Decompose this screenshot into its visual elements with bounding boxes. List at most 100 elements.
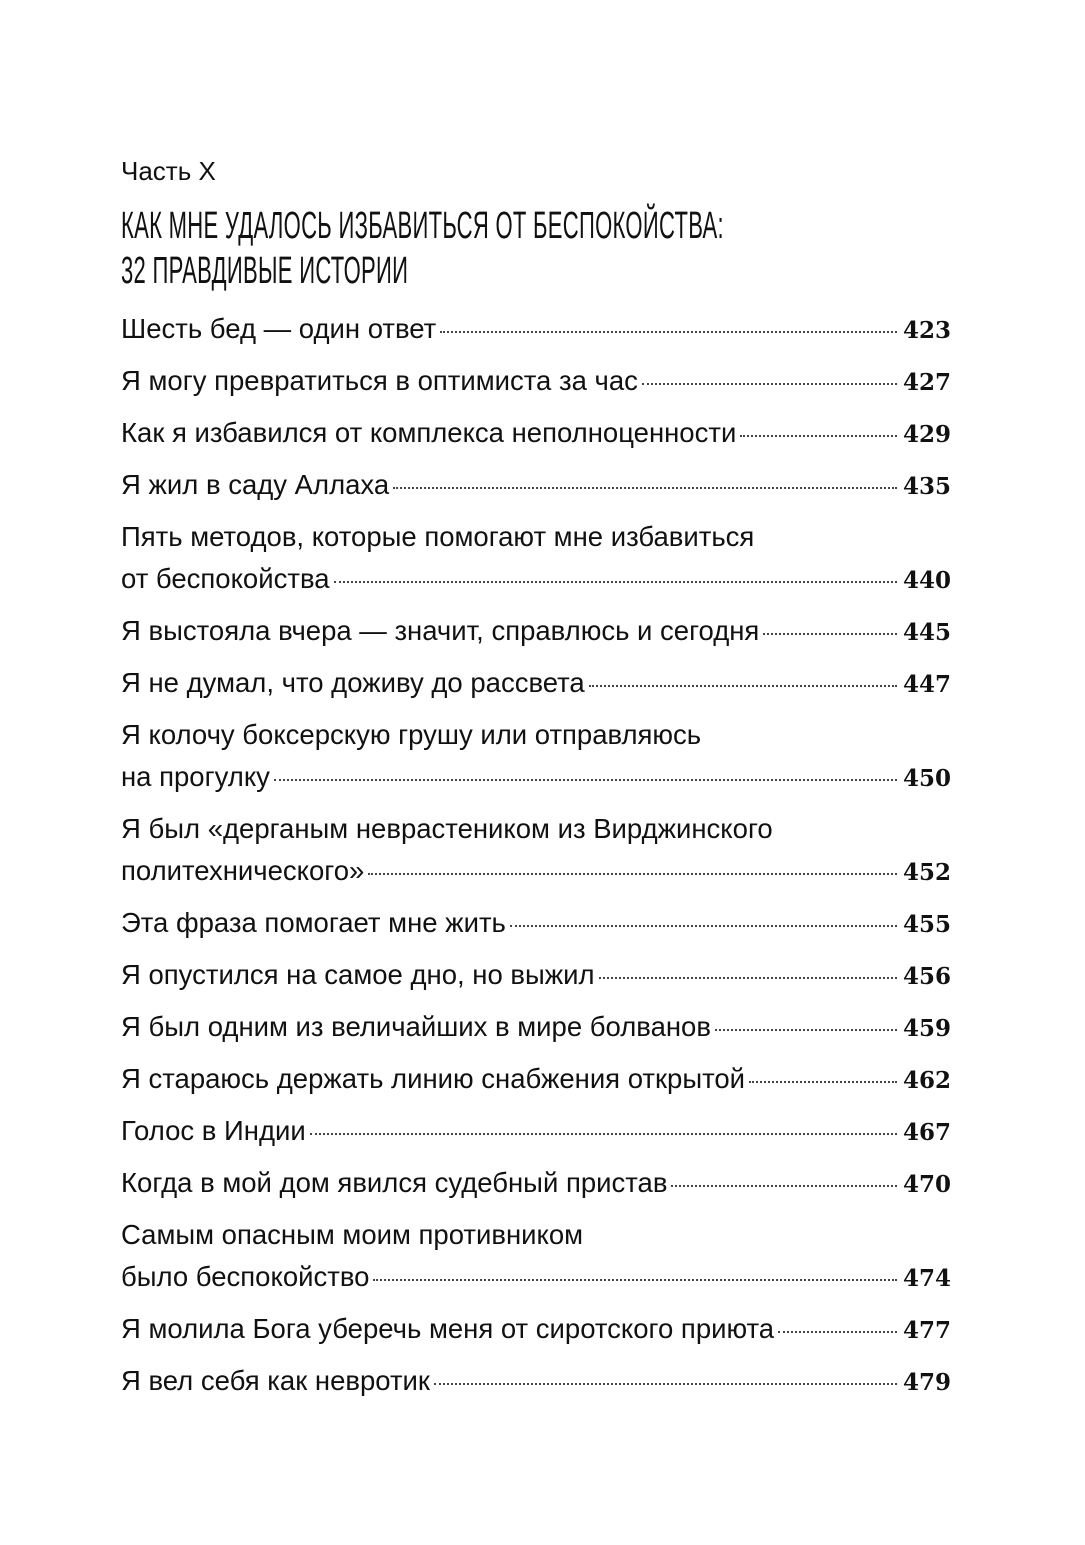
page-number: 462 [902, 1067, 951, 1094]
toc-entry-title: Я молила Бога уберечь меня от сиротского… [121, 1313, 775, 1344]
toc-entry[interactable]: Я вел себя как невротик 479 [121, 1360, 951, 1404]
toc-entry-title: Я был «дерганым неврастеником из Вирджин… [121, 813, 773, 844]
toc-entry-line: Я был одним из величайших в мире болвано… [121, 1006, 951, 1050]
toc-entry-line: Я жил в саду Аллаха 435 [121, 464, 951, 508]
dot-leader [641, 383, 897, 385]
toc-entry[interactable]: Я был одним из величайших в мире болвано… [121, 1006, 951, 1050]
toc-entry-title: Я могу превратиться в оптимиста за час [121, 365, 638, 396]
page-number: 479 [902, 1369, 951, 1396]
toc-entry-line: на прогулку 450 [121, 756, 951, 800]
page-number: 467 [902, 1119, 951, 1146]
toc-entry-line: Пять методов, которые помогают мне избав… [121, 516, 951, 558]
dot-leader [440, 331, 897, 333]
toc-entry-title: Я выстояла вчера — значит, справлюсь и с… [121, 615, 760, 646]
page-number: 445 [902, 619, 951, 646]
toc-entry[interactable]: Когда в мой дом явился судебный пристав 4… [121, 1162, 951, 1206]
toc-entry[interactable]: Шесть бед — один ответ 423 [121, 308, 951, 352]
toc-entry-title: Я стараюсь держать линию снабжения откры… [121, 1063, 746, 1094]
page-number: 429 [902, 421, 951, 448]
page-number: 427 [902, 369, 951, 396]
part-label: Часть X [121, 156, 216, 186]
table-of-contents: Шесть бед — один ответ 423 Я могу преврати… [121, 308, 951, 1412]
toc-entry[interactable]: Я не думал, что доживу до рассвета 447 [121, 662, 951, 706]
dot-leader [740, 435, 897, 437]
toc-entry-title: Когда в мой дом явился судебный пристав [121, 1167, 668, 1198]
dot-leader [598, 977, 897, 979]
toc-entry[interactable]: Я опустился на самое дно, но выжил 456 [121, 954, 951, 998]
toc-entry[interactable]: Пять методов, которые помогают мне избав… [121, 516, 951, 602]
page-number: 470 [902, 1171, 951, 1198]
dot-leader [714, 1029, 897, 1031]
toc-entry-line: Я могу превратиться в оптимиста за час 42… [121, 360, 951, 404]
toc-entry-line: Как я избавился от комплекса неполноценн… [121, 412, 951, 456]
toc-entry-title: Пять методов, которые помогают мне избав… [121, 521, 755, 552]
toc-entry-title: Я был одним из величайших в мире болвано… [121, 1011, 711, 1042]
page-number: 455 [902, 911, 951, 938]
toc-entry-line: Самым опасным моим противником [121, 1214, 951, 1256]
toc-entry-line: Я вел себя как невротик 479 [121, 1360, 951, 1404]
toc-entry-title: Я жил в саду Аллаха [121, 469, 390, 500]
toc-entry[interactable]: Я колочу боксерскую грушу или отправляюс… [121, 714, 951, 800]
toc-entry[interactable]: Я был «дерганым неврастеником из Вирджин… [121, 808, 951, 894]
toc-entry-title: Как я избавился от комплекса неполноценн… [121, 417, 737, 448]
toc-entry[interactable]: Я молила Бога уберечь меня от сиротского… [121, 1308, 951, 1352]
dot-leader [273, 779, 897, 781]
toc-entry-title: политехнического» [121, 855, 365, 886]
dot-leader [373, 1279, 897, 1281]
toc-entry-title: Я опустился на самое дно, но выжил [121, 959, 595, 990]
toc-entry-title: Я вел себя как невротик [121, 1365, 430, 1396]
toc-entry-title: Эта фраза помогает мне жить [121, 907, 506, 938]
heading-line: 32 ПРАВДИВЫЕ ИСТОРИИ [121, 250, 409, 292]
dot-leader [749, 1081, 897, 1083]
toc-entry-title: Шесть бед — один ответ [121, 313, 437, 344]
toc-entry-line: Я молила Бога уберечь меня от сиротского… [121, 1308, 951, 1352]
toc-entry[interactable]: Я выстояла вчера — значит, справлюсь и с… [121, 610, 951, 654]
dot-leader [309, 1133, 897, 1135]
toc-entry-title: Самым опасным моим противником [121, 1219, 584, 1250]
toc-entry[interactable]: Эта фраза помогает мне жить 455 [121, 902, 951, 946]
toc-entry[interactable]: Самым опасным моим противником было беспо… [121, 1214, 951, 1300]
toc-entry-line: от беспокойства 440 [121, 558, 951, 602]
page-number: 477 [902, 1317, 951, 1344]
toc-entry-line: Я не думал, что доживу до рассвета 447 [121, 662, 951, 706]
dot-leader [433, 1383, 897, 1385]
dot-leader [763, 633, 897, 635]
dot-leader [393, 487, 897, 489]
page-number: 456 [902, 963, 951, 990]
toc-entry-line: было беспокойство 474 [121, 1256, 951, 1300]
toc-entry[interactable]: Я стараюсь держать линию снабжения откры… [121, 1058, 951, 1102]
part-heading: КАК МНЕ УДАЛОСЬ ИЗБАВИТЬСЯ ОТ БЕСПОКОЙСТ… [121, 204, 1021, 294]
toc-entry-line: политехнического» 452 [121, 850, 951, 894]
dot-leader [588, 685, 897, 687]
toc-entry-line: Когда в мой дом явился судебный пристав 4… [121, 1162, 951, 1206]
page-number: 474 [902, 1265, 951, 1292]
toc-entry-title: от беспокойства [121, 563, 330, 594]
toc-entry-title: Я колочу боксерскую грушу или отправляюс… [121, 719, 702, 750]
toc-entry-title: на прогулку [121, 761, 270, 792]
toc-entry-title: Голос в Индии [121, 1115, 306, 1146]
page-number: 459 [902, 1015, 951, 1042]
toc-entry[interactable]: Голос в Индии 467 [121, 1110, 951, 1154]
dot-leader [368, 873, 897, 875]
toc-entry-line: Голос в Индии 467 [121, 1110, 951, 1154]
dot-leader [509, 925, 897, 927]
toc-entry[interactable]: Как я избавился от комплекса неполноценн… [121, 412, 951, 456]
page-number: 447 [902, 671, 951, 698]
dot-leader [671, 1185, 897, 1187]
page-number: 435 [902, 473, 951, 500]
toc-entry[interactable]: Я могу превратиться в оптимиста за час 42… [121, 360, 951, 404]
toc-entry[interactable]: Я жил в саду Аллаха 435 [121, 464, 951, 508]
toc-entry-line: Я колочу боксерскую грушу или отправляюс… [121, 714, 951, 756]
toc-entry-line: Я был «дерганым неврастеником из Вирджин… [121, 808, 951, 850]
dot-leader [778, 1331, 897, 1333]
heading-line: КАК МНЕ УДАЛОСЬ ИЗБАВИТЬСЯ ОТ БЕСПОКОЙСТ… [121, 205, 724, 247]
page-number: 423 [902, 317, 951, 344]
toc-entry-title: Я не думал, что доживу до рассвета [121, 667, 585, 698]
page-number: 452 [902, 859, 951, 886]
toc-entry-line: Шесть бед — один ответ 423 [121, 308, 951, 352]
toc-entry-line: Я выстояла вчера — значит, справлюсь и с… [121, 610, 951, 654]
page-number: 440 [902, 567, 951, 594]
dot-leader [333, 581, 897, 583]
toc-entry-title: было беспокойство [121, 1261, 370, 1292]
toc-entry-line: Я стараюсь держать линию снабжения откры… [121, 1058, 951, 1102]
